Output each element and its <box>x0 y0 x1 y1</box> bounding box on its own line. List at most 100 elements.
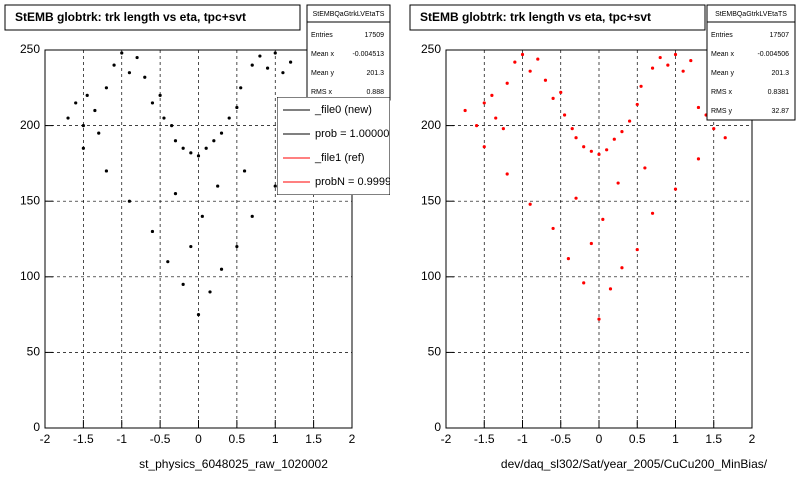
point <box>723 136 727 140</box>
title-box <box>4 4 301 31</box>
point <box>501 127 505 131</box>
legend-label: probN = 0.99996 <box>315 176 397 188</box>
point <box>570 127 574 131</box>
point <box>612 137 616 141</box>
point <box>551 96 555 100</box>
point <box>173 192 178 196</box>
x-tick-label: -0.5 <box>550 432 571 446</box>
point <box>490 93 494 97</box>
y-tick-label: 150 <box>20 193 40 207</box>
point <box>289 60 293 64</box>
point <box>574 136 578 140</box>
point <box>239 86 243 90</box>
point <box>582 281 586 285</box>
point <box>258 54 262 58</box>
y-tick-label: 0 <box>33 420 40 434</box>
x-tick-label: -1 <box>517 432 528 446</box>
y-tick-label: 200 <box>421 118 441 132</box>
point <box>200 214 204 218</box>
point <box>482 101 486 105</box>
point <box>250 214 254 218</box>
stats-box <box>706 4 796 121</box>
x-tick-label: -2 <box>441 432 452 446</box>
point <box>189 151 193 155</box>
x-tick-label: 0 <box>596 432 603 446</box>
y-tick-label: 100 <box>421 269 441 283</box>
x-tick-label: 1.5 <box>305 432 322 446</box>
legend-label: prob = 1.000000 <box>315 128 395 140</box>
point <box>235 244 239 249</box>
x-tick-label: 0 <box>195 432 202 446</box>
point <box>597 317 601 321</box>
point <box>104 86 108 90</box>
stats-value: -0.004513 <box>352 51 384 58</box>
point <box>93 108 97 113</box>
chart-title: StEMB globtrk: trk length vs eta, tpc+sv… <box>15 10 246 24</box>
point <box>85 93 89 97</box>
point <box>170 124 174 128</box>
x-tick-label: -1 <box>116 432 127 446</box>
point <box>482 145 486 149</box>
y-tick-label: 0 <box>434 420 441 434</box>
x-tick-label: 2 <box>749 432 756 446</box>
point <box>574 196 578 200</box>
x-tick-label: -0.5 <box>150 432 171 446</box>
point <box>158 93 162 97</box>
point <box>181 146 185 150</box>
point <box>658 55 662 60</box>
y-tick-label: 200 <box>20 118 40 132</box>
point <box>582 145 586 149</box>
legend-label: _file1 (ref) <box>314 152 365 164</box>
stats-value: 0.8381 <box>768 89 790 96</box>
y-tick-label: 150 <box>421 193 441 207</box>
point <box>620 266 624 270</box>
point <box>528 69 532 73</box>
point <box>463 108 467 113</box>
point <box>616 181 620 185</box>
point <box>208 290 212 294</box>
point <box>273 184 277 188</box>
point <box>543 78 548 82</box>
point <box>635 102 639 107</box>
legend-label: _file0 (new) <box>314 104 372 116</box>
stats-value: 201.3 <box>366 70 384 77</box>
point <box>97 131 101 135</box>
point <box>605 148 609 152</box>
point <box>505 81 509 85</box>
point <box>696 157 701 161</box>
point <box>635 247 639 252</box>
point <box>81 146 85 150</box>
plot-frame <box>445 49 753 429</box>
point <box>216 184 220 188</box>
stats-label: Mean y <box>311 70 334 77</box>
stats-value: 32.87 <box>771 108 789 115</box>
point <box>150 101 155 105</box>
point <box>628 119 632 123</box>
stats-label: Mean y <box>711 70 734 77</box>
point <box>219 131 224 135</box>
y-tick-label: 250 <box>421 42 441 56</box>
x-tick-label: -1.5 <box>474 432 495 446</box>
point <box>219 267 224 271</box>
x-tick-label: 0.5 <box>629 432 646 446</box>
plot-frame <box>44 49 353 429</box>
stats-value: 0.888 <box>366 89 384 96</box>
point <box>597 152 601 156</box>
stats-title: StEMBQaGtrkLVEtaTS <box>313 11 385 18</box>
y-tick-label: 50 <box>27 345 41 359</box>
point <box>536 57 540 61</box>
stats-value: 17507 <box>770 32 790 39</box>
stats-label: RMS x <box>311 89 333 96</box>
point <box>162 116 166 120</box>
point <box>513 60 517 64</box>
x-tick-label: -2 <box>40 432 51 446</box>
point <box>589 241 593 246</box>
point <box>601 217 605 221</box>
legend: _file0 (new) prob = 1.000000 _file1 (ref) p… <box>277 97 397 195</box>
point <box>196 313 201 317</box>
point <box>127 199 132 203</box>
point <box>475 124 479 128</box>
point <box>104 169 108 173</box>
stats-label: Entries <box>311 32 333 39</box>
